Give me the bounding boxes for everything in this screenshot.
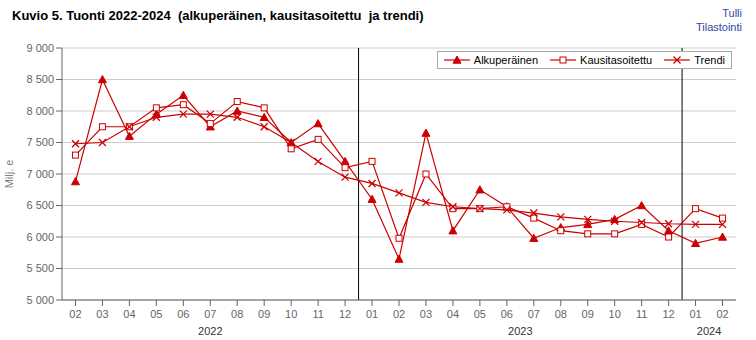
svg-text:11: 11 [312,308,323,320]
svg-text:01: 01 [366,308,378,320]
svg-text:09: 09 [582,308,594,320]
svg-text:02: 02 [716,308,728,320]
svg-text:05: 05 [474,308,486,320]
svg-text:06: 06 [177,308,189,320]
svg-text:12: 12 [662,308,674,320]
svg-text:12: 12 [339,308,351,320]
svg-text:03: 03 [420,308,432,320]
svg-text:9 000: 9 000 [26,42,54,54]
svg-text:7 500: 7 500 [26,136,54,148]
html-text:Alkuperäinen: Alkuperäinen [473,54,539,66]
svg-text:08: 08 [231,308,243,320]
svg-text:11: 11 [636,308,647,320]
svg-text:02: 02 [69,308,81,320]
svg-text:7 000: 7 000 [26,168,54,180]
svg-text:05: 05 [150,308,162,320]
svg-text:07: 07 [528,308,540,320]
svg-text:8 000: 8 000 [26,105,54,117]
svg-text:5 000: 5 000 [26,294,54,306]
svg-text:Milj. e: Milj. e [8,160,15,189]
html-text:Kuvio 5. Tuonti 2022-2024 (alk: Kuvio 5. Tuonti 2022-2024 (alkuperäinen,… [12,8,424,23]
svg-text:04: 04 [123,308,135,320]
svg-text:04: 04 [447,308,459,320]
html-text:Tilastointi: Tilastointi [695,21,742,33]
svg-text:6 500: 6 500 [26,199,54,211]
svg-text:10: 10 [285,308,297,320]
svg-text:6 000: 6 000 [26,231,54,243]
svg-text:03: 03 [96,308,108,320]
html-text:Kausitasoitettu: Kausitasoitettu [580,54,653,66]
svg-text:06: 06 [501,308,513,320]
svg-text:07: 07 [204,308,216,320]
svg-text:08: 08 [555,308,567,320]
svg-text:2022: 2022 [198,325,222,337]
html-text:Tulli: Tulli [722,7,742,19]
svg-text:2024: 2024 [697,325,721,337]
svg-text:10: 10 [609,308,621,320]
svg-text:02: 02 [393,308,405,320]
svg-text:5 500: 5 500 [26,262,54,274]
html-text:Trendi: Trendi [694,54,725,66]
svg-text:01: 01 [689,308,701,320]
svg-text:09: 09 [258,308,270,320]
svg-text:8 500: 8 500 [26,73,54,85]
svg-text:2023: 2023 [508,325,532,337]
